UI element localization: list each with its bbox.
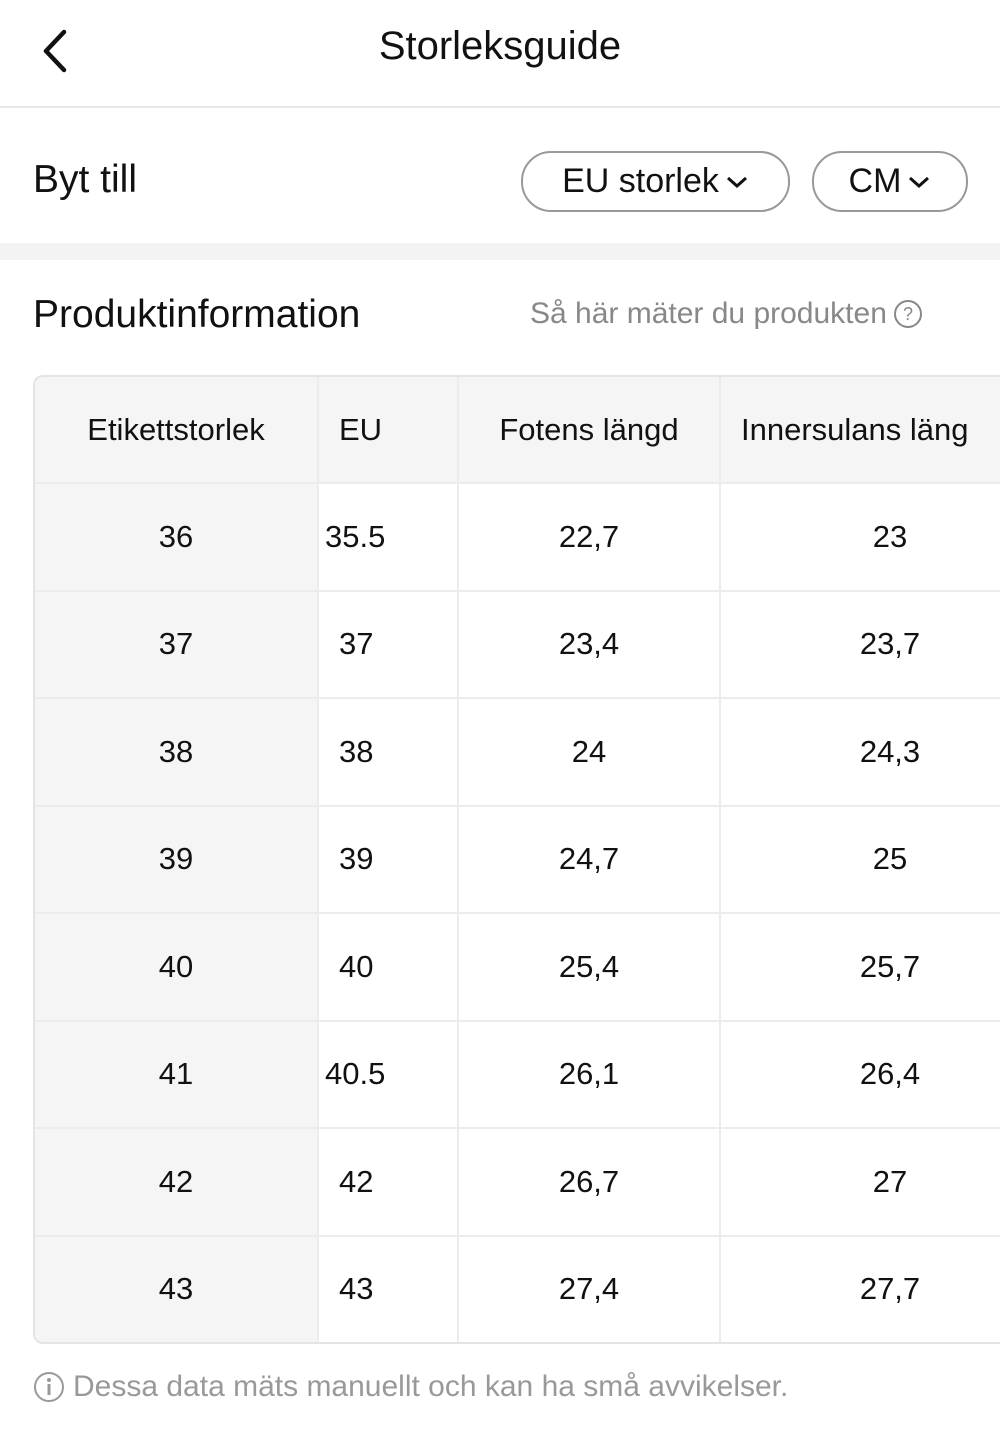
table-cell: 39: [35, 806, 319, 914]
table-cell: 27: [721, 1129, 1000, 1237]
table-cell: 27,7: [721, 1236, 1000, 1342]
table-cell: 24,3: [721, 699, 1000, 807]
section-title: Produktinformation: [33, 293, 361, 336]
table-cell: 26,7: [459, 1129, 721, 1237]
table-cell: 25,7: [721, 914, 1000, 1022]
chevron: [909, 176, 930, 188]
table-cell: 42: [319, 1129, 459, 1237]
table-cell: 40: [319, 914, 459, 1022]
table-cell: 43: [35, 1236, 319, 1342]
column-header: Etikettstorlek: [35, 377, 319, 484]
size-table: Etikettstorlek EU Fotens längd Innersulans …: [33, 375, 1000, 1344]
table-cell: 41: [35, 1021, 319, 1129]
chevron: [726, 176, 747, 188]
table-cell: 27,4: [459, 1236, 721, 1342]
column-header: Fotens längd: [459, 377, 721, 484]
column-header: Innersulans läng: [721, 377, 1000, 484]
table-cell: 25: [721, 806, 1000, 914]
table-cell: 22,7: [459, 484, 721, 592]
info-icon: [34, 1372, 64, 1402]
size-dropdown[interactable]: EU storlek: [521, 151, 790, 212]
header: Storleksguide: [0, 0, 1000, 108]
footnote: Dessa data mäts manuellt och kan ha små …: [33, 1370, 788, 1404]
table-cell: 36: [35, 484, 319, 592]
table-cell: 25,4: [459, 914, 721, 1022]
table-cell: 26,4: [721, 1021, 1000, 1129]
help-link[interactable]: Så här mäter du produkten?: [530, 297, 923, 331]
help-icon: ?: [893, 300, 922, 328]
size-dropdown-label: EU storlek: [562, 162, 719, 200]
table-cell: 38: [35, 699, 319, 807]
help-text: Så här mäter du produkten: [530, 297, 887, 330]
table-cell: 23,4: [459, 591, 721, 699]
unit-dropdown[interactable]: CM: [812, 151, 968, 212]
footnote-text: Dessa data mäts manuellt och kan ha små …: [73, 1370, 789, 1403]
svg-text:?: ?: [903, 304, 913, 324]
switch-label: Byt till: [33, 158, 138, 201]
table-cell: 40.5: [319, 1021, 459, 1129]
table-cell: 42: [35, 1129, 319, 1237]
table-cell: 35.5: [319, 484, 459, 592]
table-cell: 23: [721, 484, 1000, 592]
table-cell: 24: [459, 699, 721, 807]
column-header: EU: [319, 377, 459, 484]
table-cell: 26,1: [459, 1021, 721, 1129]
table-cell: 43: [319, 1236, 459, 1342]
table-cell: 38: [319, 699, 459, 807]
page-title: Storleksguide: [378, 24, 622, 68]
table-cell: 39: [319, 806, 459, 914]
unit-dropdown-label: CM: [848, 162, 902, 200]
table-cell: 24,7: [459, 806, 721, 914]
table-cell: 37: [319, 591, 459, 699]
table-cell: 37: [35, 591, 319, 699]
table-cell: 23,7: [721, 591, 1000, 699]
back-button[interactable]: [38, 28, 72, 74]
separator: [0, 243, 1000, 260]
table-cell: 40: [35, 914, 319, 1022]
